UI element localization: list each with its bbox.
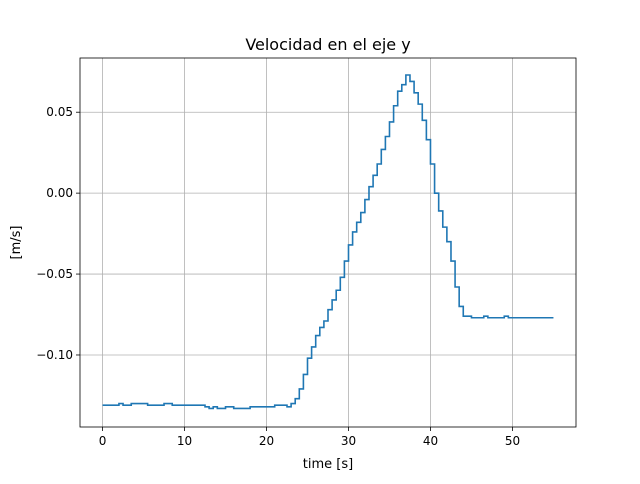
x-axis-ticks: 0 10 20 30 40 50 [99,427,520,448]
y-tick-label: 0.05 [46,105,73,119]
data-layer [102,74,554,410]
plot-frame [79,57,577,428]
x-tick-label: 20 [259,434,274,448]
chart-title: Velocidad en el eje y [245,35,410,54]
y-tick-label: 0.00 [46,186,73,200]
y-axis-ticks: −0.10 −0.05 0.00 0.05 [36,105,80,362]
y-tick-label: −0.05 [36,267,73,281]
x-tick-label: 40 [423,434,438,448]
x-tick-label: 0 [99,434,107,448]
x-axis-label: time [s] [303,457,353,472]
y-tick-label: −0.10 [36,348,73,362]
x-tick-label: 10 [177,434,192,448]
y-axis-label: [m/s] [9,226,24,260]
series-line [102,74,554,410]
x-tick-label: 30 [341,434,356,448]
grid [80,58,576,427]
x-tick-label: 50 [505,434,520,448]
